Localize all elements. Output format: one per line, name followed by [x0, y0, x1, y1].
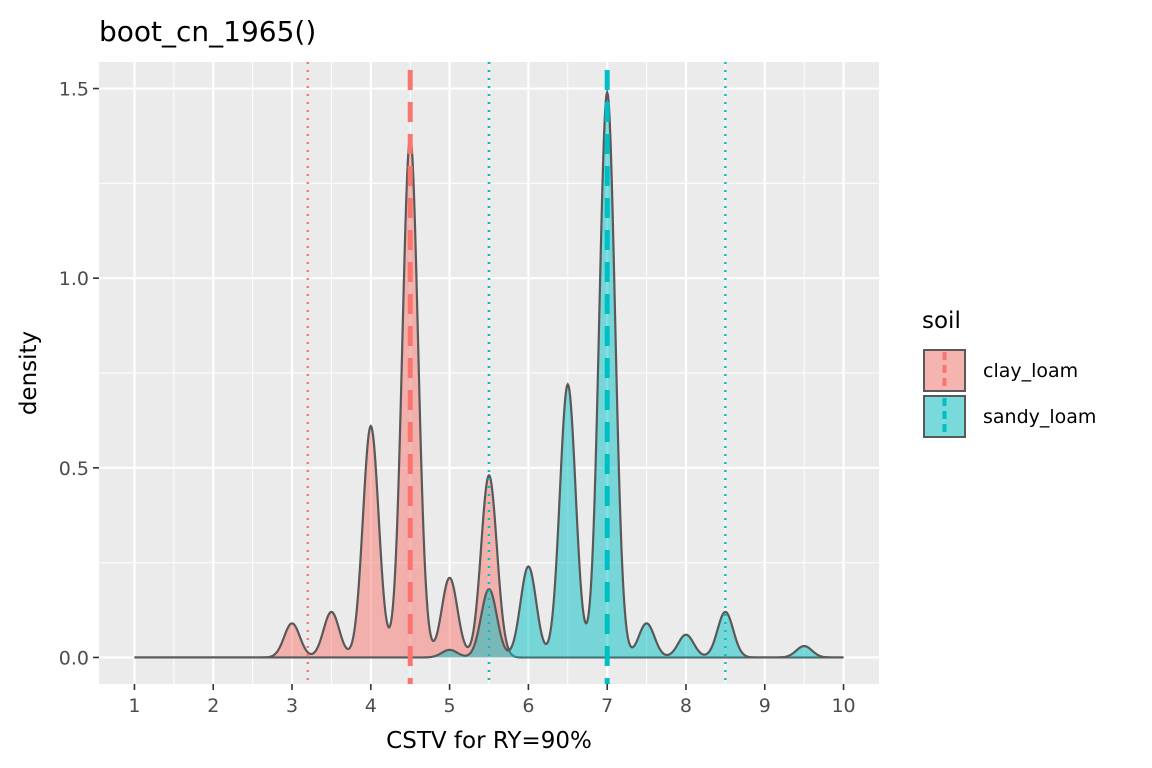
x-tick-label: 1	[128, 695, 140, 717]
x-tick-label: 6	[522, 695, 534, 717]
density-areas	[134, 88, 844, 659]
x-tick-label: 8	[680, 695, 692, 717]
y-tick-label: 1.0	[59, 268, 89, 290]
reference-lines	[306, 62, 727, 684]
y-axis: 0.0 0.5 1.0 1.5	[59, 79, 99, 669]
density-outline-sandy_loam	[134, 88, 844, 659]
x-tick-label: 5	[444, 695, 456, 717]
x-axis-title: CSTV for RY=90%	[386, 728, 592, 754]
x-tick-label: 3	[286, 695, 298, 717]
y-axis-title: density	[16, 331, 42, 415]
x-tick-label: 4	[365, 695, 377, 717]
x-axis: 1 2 3 4 5 6 7 8 9 10	[128, 684, 856, 717]
y-tick-label: 1.5	[59, 79, 89, 101]
legend-title: soil	[922, 308, 961, 334]
y-tick-label: 0.0	[59, 647, 89, 669]
legend: soil clay_loam sandy_loam	[922, 308, 1096, 438]
x-tick-label: 2	[207, 695, 219, 717]
y-tick-label: 0.5	[59, 458, 89, 480]
x-tick-label: 10	[831, 695, 855, 717]
x-tick-label: 9	[759, 695, 771, 717]
legend-label-sandy_loam: sandy_loam	[983, 406, 1096, 428]
density-area-clay_loam	[134, 137, 844, 658]
legend-label-clay_loam: clay_loam	[983, 360, 1078, 382]
chart-title: boot_cn_1965()	[99, 15, 316, 48]
x-tick-label: 7	[601, 695, 613, 717]
